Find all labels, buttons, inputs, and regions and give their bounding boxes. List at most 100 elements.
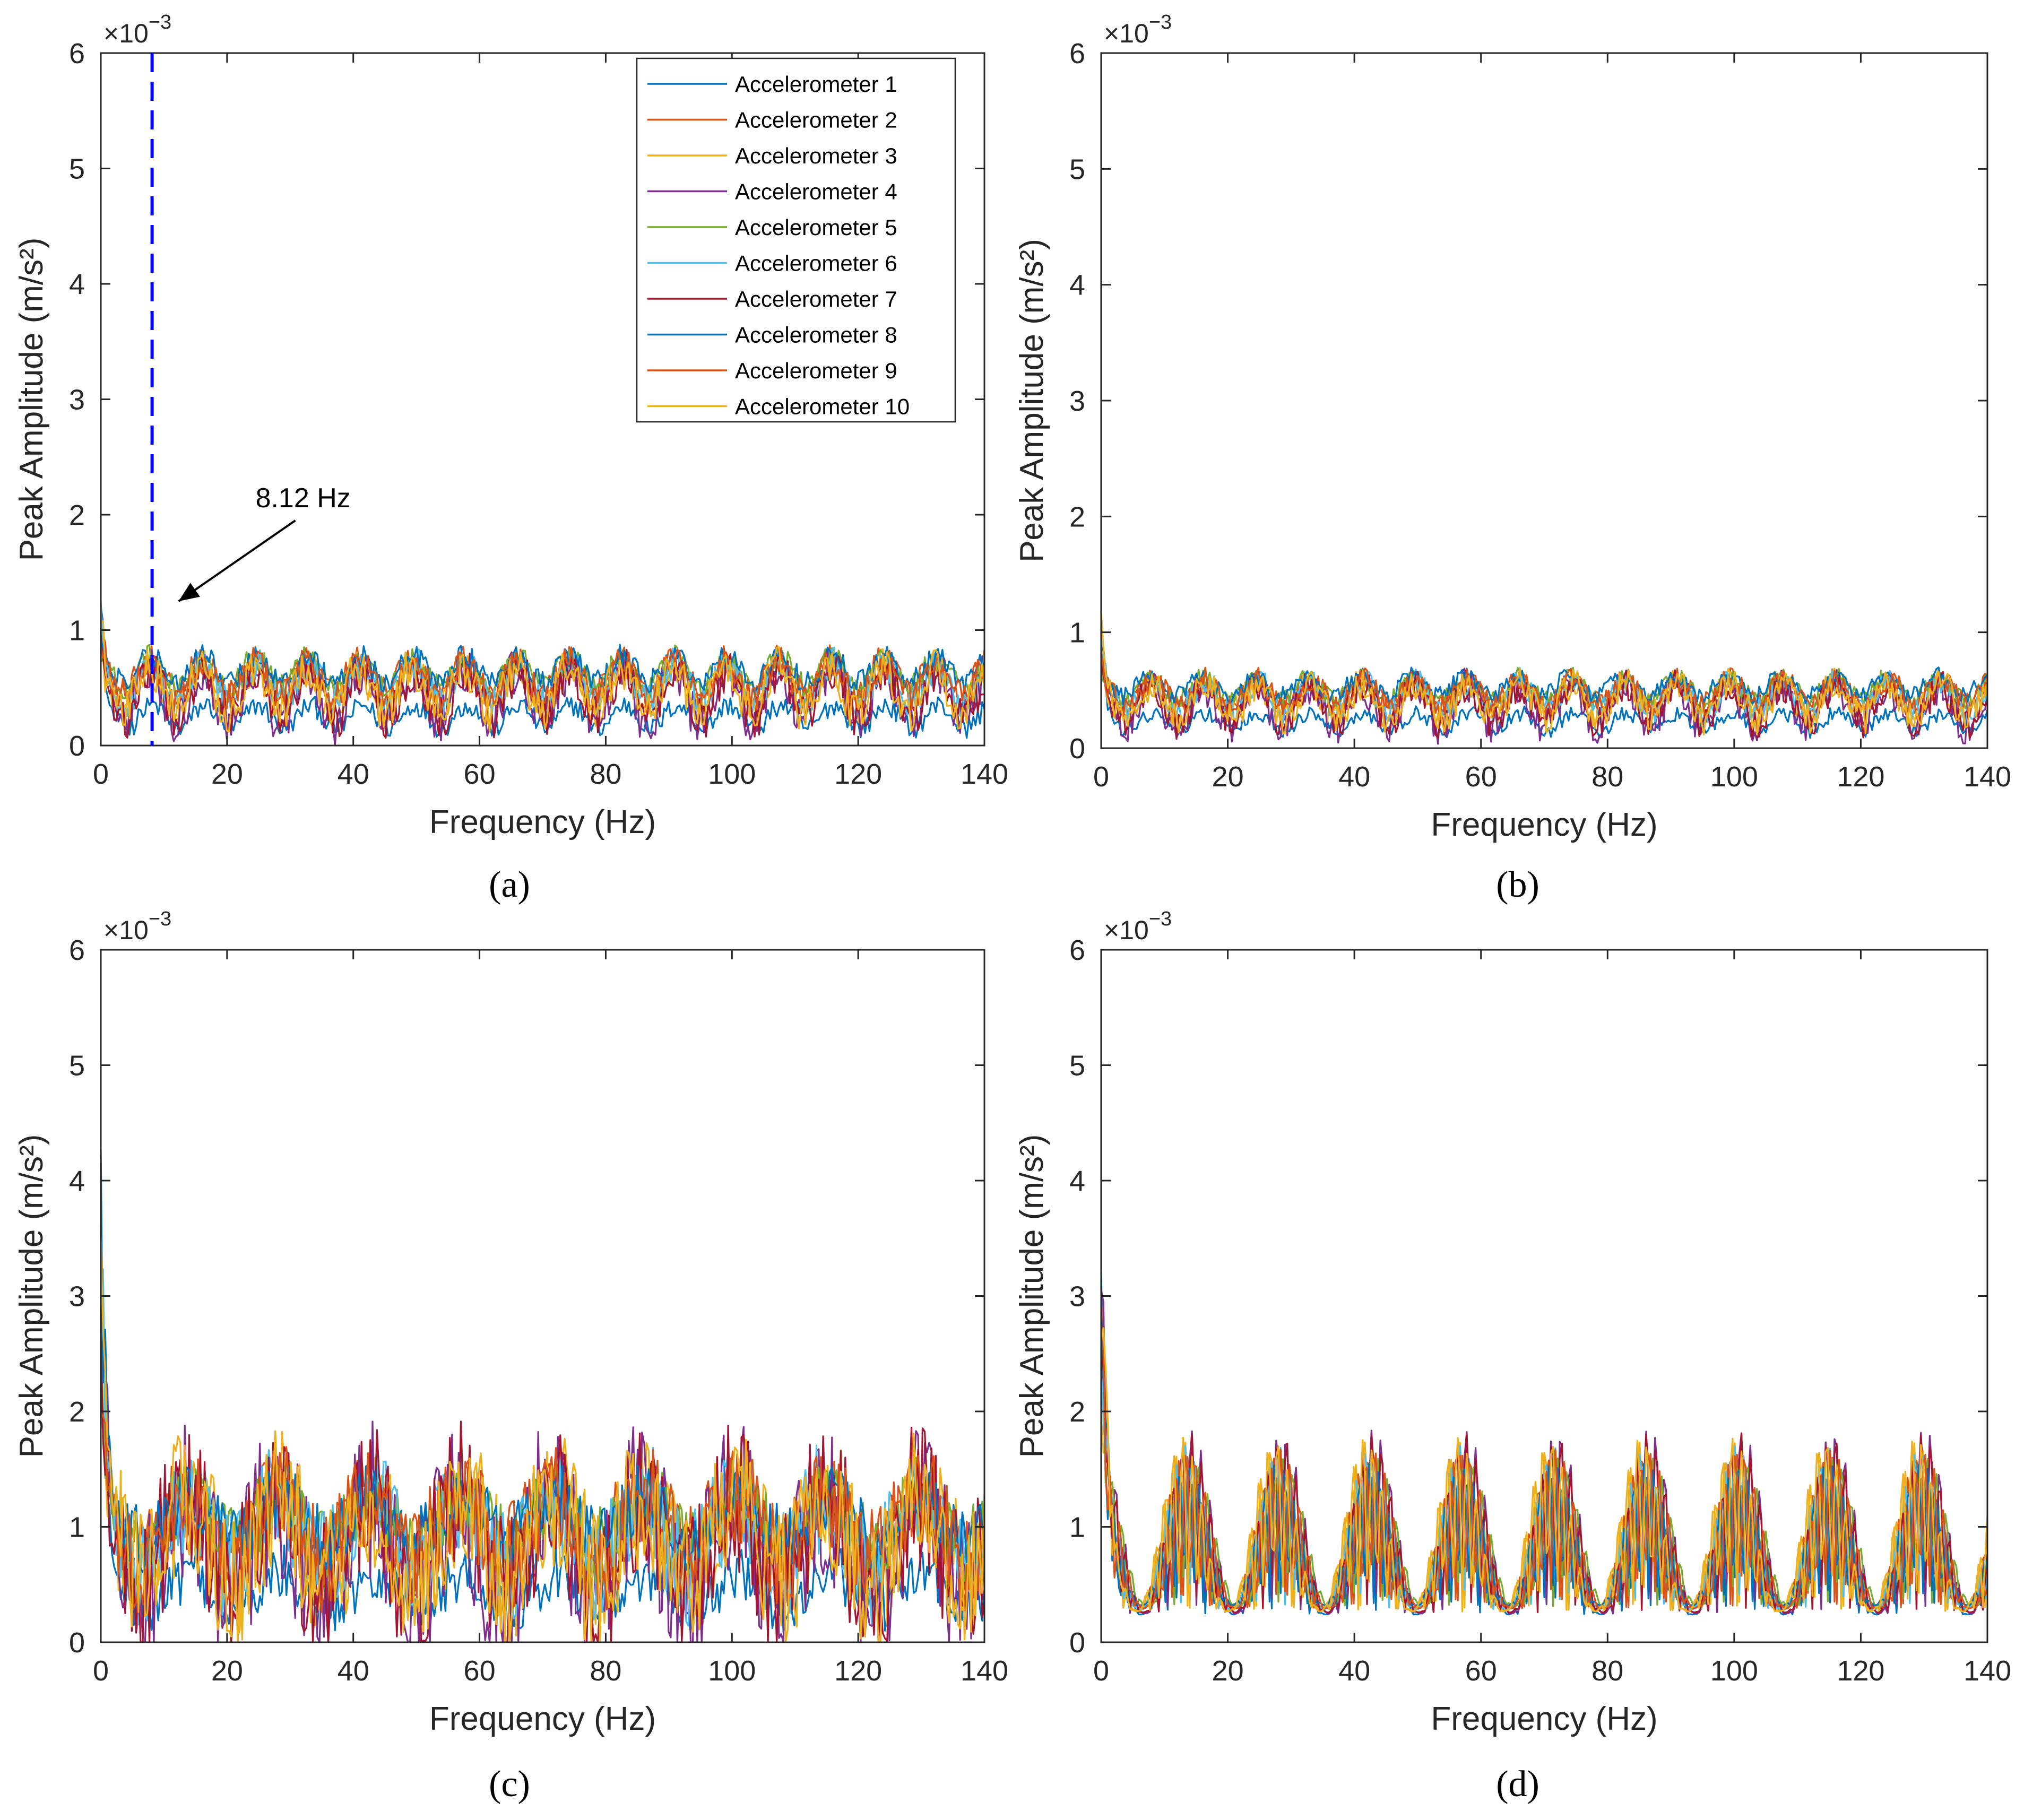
y-tick-label: 6	[1069, 934, 1085, 966]
x-tick-label: 120	[1837, 1655, 1884, 1687]
x-tick-label: 80	[590, 1655, 621, 1687]
series-group	[100, 601, 985, 747]
series-line-10	[100, 1235, 985, 1643]
series-line-8	[100, 639, 985, 695]
y-tick-label: 0	[1069, 1627, 1085, 1659]
legend: Accelerometer 1 Accelerometer 2 Accelerome…	[636, 57, 956, 423]
panel-caption: (a)	[489, 864, 530, 905]
x-tick-label: 120	[834, 758, 882, 790]
y-tick-label: 6	[69, 38, 85, 70]
x-tick-label: 60	[1465, 1655, 1497, 1687]
legend-label-10: Accelerometer 10	[735, 394, 910, 419]
y-multiplier: ×10−3	[1104, 11, 1172, 48]
x-tick-label: 140	[1964, 1655, 2011, 1687]
y-multiplier: ×10−3	[103, 908, 171, 945]
y-axis-label: Peak Amplitude (m/s²)	[1014, 1134, 1050, 1458]
y-tick-label: 1	[69, 615, 85, 647]
legend-label-5: Accelerometer 5	[735, 215, 897, 240]
panel-c: 0 20 40 60 80 100 120 140 0 1 2 3 4 5 6 ×10−3 Frequency …	[13, 908, 1008, 1805]
y-tick-label: 0	[69, 1627, 85, 1659]
legend-label-2: Accelerometer 2	[735, 108, 897, 133]
panel-caption: (b)	[1496, 864, 1539, 905]
y-axis-label: Peak Amplitude (m/s²)	[13, 238, 50, 561]
x-tick-label: 100	[1710, 761, 1758, 793]
y-tick-label: 0	[69, 730, 85, 762]
series-line-10	[1100, 612, 1988, 736]
x-tick-label: 40	[1338, 1655, 1370, 1687]
annotation-arrow-shaft	[178, 519, 296, 602]
y-tick-label: 2	[1069, 501, 1085, 533]
x-tick-label: 140	[961, 758, 1008, 790]
y-tick-label: 5	[69, 1050, 85, 1082]
series-line-10	[100, 620, 985, 733]
y-multiplier: ×10−3	[1104, 908, 1172, 945]
panel-a: 0 20 40 60 80 100 120 140 0 1 2 3 4 5 6 ×10−3 Frequency …	[13, 11, 1008, 905]
y-tick-label: 1	[1069, 1512, 1085, 1544]
panel-b: 0 20 40 60 80 100 120 140 0 1 2 3 4 5 6 ×10−3 Frequency …	[1014, 11, 2011, 905]
y-tick-label: 4	[1069, 270, 1085, 301]
legend-label-3: Accelerometer 3	[735, 143, 897, 168]
legend-label-1: Accelerometer 1	[735, 72, 897, 97]
y-axis-label: Peak Amplitude (m/s²)	[13, 1134, 50, 1458]
series-group	[1100, 612, 1988, 745]
x-tick-label: 80	[1591, 1655, 1623, 1687]
y-tick-label: 1	[69, 1512, 85, 1544]
x-tick-label: 0	[1093, 1655, 1109, 1687]
panel-caption: (c)	[489, 1764, 530, 1805]
y-tick-label: 3	[69, 1281, 85, 1313]
y-tick-label: 6	[69, 934, 85, 966]
y-tick-label: 5	[69, 153, 85, 185]
series-group	[100, 1149, 985, 1643]
y-multiplier-exponent: −3	[149, 908, 171, 930]
x-tick-label: 0	[1093, 761, 1109, 793]
y-tick-label: 2	[69, 499, 85, 531]
x-axis-label: Frequency (Hz)	[429, 804, 656, 840]
x-tick-label: 120	[1837, 761, 1884, 793]
x-tick-label: 60	[464, 758, 496, 790]
y-tick-label: 2	[1069, 1396, 1085, 1428]
x-tick-label: 0	[93, 758, 109, 790]
legend-label-7: Accelerometer 7	[735, 287, 897, 311]
y-multiplier-exponent: −3	[149, 11, 171, 33]
y-tick-label: 4	[69, 1165, 85, 1197]
x-tick-label: 140	[1964, 761, 2011, 793]
legend-label-4: Accelerometer 4	[735, 179, 897, 204]
series-line-1	[1100, 675, 1988, 739]
x-tick-label: 0	[93, 1655, 109, 1687]
series-line-10	[1100, 1327, 1988, 1613]
y-tick-label: 4	[1069, 1165, 1085, 1197]
series-group	[1100, 1272, 1988, 1616]
x-tick-label: 100	[708, 758, 756, 790]
legend-label-8: Accelerometer 8	[735, 323, 897, 348]
x-axis-label: Frequency (Hz)	[1431, 1701, 1657, 1737]
x-tick-label: 60	[1465, 761, 1497, 793]
x-axis-label: Frequency (Hz)	[1431, 807, 1657, 843]
x-axis-label: Frequency (Hz)	[429, 1701, 656, 1737]
panel-caption: (d)	[1496, 1764, 1539, 1805]
legend-label-9: Accelerometer 9	[735, 358, 897, 383]
x-tick-label: 20	[1212, 1655, 1244, 1687]
y-tick-label: 5	[1069, 153, 1085, 185]
y-tick-label: 6	[1069, 38, 1085, 70]
x-tick-label: 40	[1338, 761, 1370, 793]
legend-label-6: Accelerometer 6	[735, 251, 897, 276]
y-tick-label: 0	[1069, 733, 1085, 765]
plot-area	[1101, 53, 1987, 748]
y-tick-label: 2	[69, 1396, 85, 1428]
x-tick-label: 20	[211, 758, 243, 790]
annotation-arrow-head	[178, 583, 200, 602]
y-axis-label: Peak Amplitude (m/s²)	[1014, 239, 1050, 562]
annotation-label: 8.12 Hz	[256, 483, 351, 514]
y-tick-label: 4	[69, 268, 85, 300]
y-multiplier-exponent: −3	[1149, 908, 1172, 930]
x-tick-label: 20	[1212, 761, 1244, 793]
x-tick-label: 60	[464, 1655, 496, 1687]
y-tick-label: 1	[1069, 617, 1085, 649]
x-tick-label: 140	[961, 1655, 1008, 1687]
x-tick-label: 80	[1591, 761, 1623, 793]
panel-d: 0 20 40 60 80 100 120 140 0 1 2 3 4 5 6 ×10−3 Frequency …	[1014, 908, 2011, 1805]
x-tick-label: 80	[590, 758, 621, 790]
y-tick-label: 3	[1069, 385, 1085, 417]
y-tick-label: 3	[69, 384, 85, 416]
